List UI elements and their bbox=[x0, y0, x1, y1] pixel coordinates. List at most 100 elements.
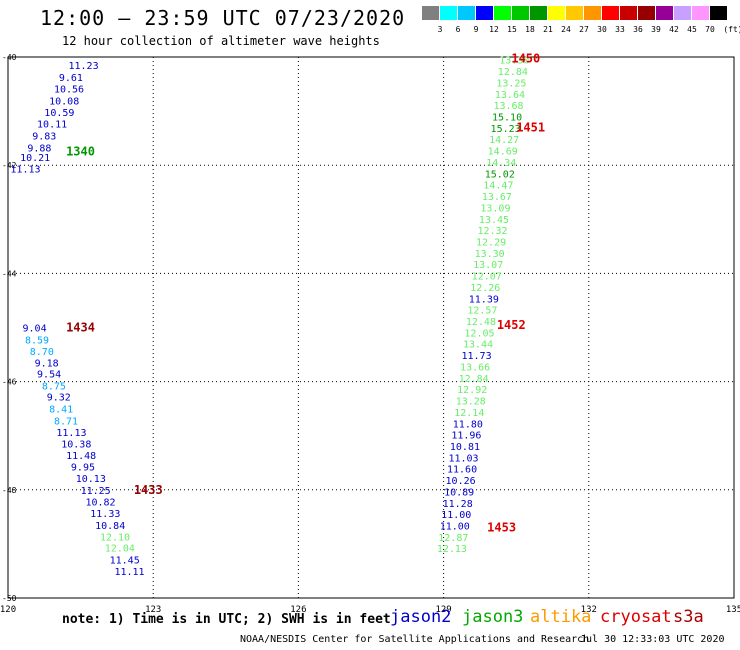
legend-label: 45 bbox=[687, 25, 697, 34]
legend-label: 6 bbox=[455, 25, 461, 34]
wave-height-point: 10.21 bbox=[20, 153, 50, 164]
wave-height-point: 9.61 bbox=[59, 73, 83, 84]
wave-height-point: 12.14 bbox=[454, 408, 484, 419]
wave-height-point: 15.10 bbox=[492, 113, 522, 124]
x-tick-label: 135 bbox=[726, 605, 740, 615]
legend-label: 3 bbox=[437, 25, 443, 34]
plot-frame bbox=[7, 56, 735, 599]
footer-note: note: 1) Time is in UTC; 2) SWH is in fe… bbox=[62, 612, 391, 627]
pass-time-label: 1434 bbox=[66, 321, 95, 335]
wave-height-point: 10.59 bbox=[44, 108, 74, 119]
wave-height-point: 13.09 bbox=[480, 203, 510, 214]
wave-height-point: 8.75 bbox=[42, 381, 66, 392]
wave-height-point: 11.33 bbox=[90, 509, 120, 520]
wave-height-point: 8.71 bbox=[54, 417, 78, 428]
wave-height-point: 12.48 bbox=[466, 317, 496, 328]
wave-height-point: 9.83 bbox=[32, 131, 56, 142]
legend-swatch bbox=[674, 6, 691, 20]
pass-time-label: 1453 bbox=[487, 521, 516, 535]
wave-height-point: 11.00 bbox=[441, 510, 471, 521]
satellite-label-jason3: jason3 bbox=[462, 607, 524, 627]
pass-time-label: 1340 bbox=[66, 145, 95, 159]
wave-height-point: 13.30 bbox=[475, 249, 505, 260]
wave-height-point: 11.73 bbox=[462, 351, 492, 362]
wave-height-point: 10.26 bbox=[446, 476, 476, 487]
legend-swatch bbox=[638, 6, 655, 20]
wave-height-point: 9.04 bbox=[23, 324, 47, 335]
legend-swatch bbox=[656, 6, 673, 20]
x-tick-label: 132 bbox=[581, 605, 597, 615]
wave-height-point: 11.13 bbox=[10, 164, 40, 175]
legend-unit: (ft) bbox=[723, 25, 740, 34]
wave-height-point: 12.26 bbox=[470, 283, 500, 294]
wave-height-point: 10.89 bbox=[444, 487, 474, 498]
wave-height-point: 9.95 bbox=[71, 463, 95, 474]
wave-height-point: 11.28 bbox=[443, 499, 473, 510]
wave-height-point: 11.39 bbox=[469, 294, 499, 305]
wave-height-point: 12.13 bbox=[437, 544, 467, 555]
satellite-label-altika: altika bbox=[530, 607, 592, 627]
legend-label: 24 bbox=[561, 25, 571, 34]
wave-height-point: 10.84 bbox=[95, 521, 125, 532]
legend-swatch bbox=[602, 6, 619, 20]
wave-height-point: 12.32 bbox=[477, 226, 507, 237]
y-tick-label: -44 bbox=[2, 269, 17, 278]
legend-label: 27 bbox=[579, 25, 589, 34]
wave-height-point: 12.05 bbox=[464, 328, 494, 339]
wave-height-point: 15.02 bbox=[485, 169, 515, 180]
legend-label: 70 bbox=[705, 25, 715, 34]
chart-subtitle: 12 hour collection of altimeter wave hei… bbox=[62, 34, 380, 48]
timestamp-text: Jul 30 12:33:03 UTC 2020 bbox=[580, 634, 725, 645]
wave-height-point: 13.28 bbox=[456, 397, 486, 408]
legend-label: 21 bbox=[543, 25, 553, 34]
pass-time-label: 1451 bbox=[516, 120, 545, 134]
wave-height-point: 14.69 bbox=[488, 147, 518, 158]
legend-swatch bbox=[620, 6, 637, 20]
wave-height-point: 12.92 bbox=[457, 385, 487, 396]
y-tick-label: -50 bbox=[2, 594, 17, 603]
wave-height-point: 11.11 bbox=[114, 567, 144, 578]
wave-height-point: 12.04 bbox=[105, 544, 135, 555]
x-tick-label: 123 bbox=[145, 605, 161, 615]
wave-height-point: 11.96 bbox=[451, 431, 481, 442]
wave-height-point: 13.68 bbox=[493, 101, 523, 112]
wave-height-point: 11.23 bbox=[69, 61, 99, 72]
wave-height-point: 11.48 bbox=[66, 451, 96, 462]
pass-time-label: 1452 bbox=[497, 318, 526, 332]
wave-height-point: 13.45 bbox=[479, 215, 509, 226]
legend-swatch bbox=[512, 6, 529, 20]
wave-height-point: 11.03 bbox=[448, 453, 478, 464]
legend-label: 39 bbox=[651, 25, 661, 34]
legend-label: 33 bbox=[615, 25, 625, 34]
wave-height-point: 13.07 bbox=[473, 260, 503, 271]
wave-height-point: 11.13 bbox=[56, 428, 86, 439]
x-tick-label: 129 bbox=[435, 605, 451, 615]
x-tick-label: 126 bbox=[290, 605, 306, 615]
wave-height-point: 12.84 bbox=[498, 67, 528, 78]
legend-swatch bbox=[422, 6, 439, 20]
legend-swatch bbox=[530, 6, 547, 20]
pass-time-label: 1433 bbox=[134, 483, 163, 497]
wave-height-point: 14.47 bbox=[483, 181, 513, 192]
legend-swatch bbox=[440, 6, 457, 20]
satellite-label-s3a: s3a bbox=[673, 607, 704, 627]
wave-height-point: 10.11 bbox=[37, 120, 67, 131]
wave-height-point: 11.00 bbox=[440, 522, 470, 533]
wave-height-point: 9.32 bbox=[47, 393, 71, 404]
y-tick-label: -48 bbox=[2, 486, 17, 495]
credit-text: NOAA/NESDIS Center for Satellite Applica… bbox=[240, 634, 590, 645]
legend-swatch bbox=[692, 6, 709, 20]
wave-height-point: 15.23 bbox=[491, 124, 521, 135]
wave-height-point: 8.70 bbox=[30, 347, 54, 358]
satellite-label-jason2: jason2 bbox=[390, 607, 452, 627]
wave-height-point: 11.60 bbox=[447, 465, 477, 476]
wave-height-point: 9.88 bbox=[27, 143, 51, 154]
wave-height-point: 12.29 bbox=[476, 237, 506, 248]
legend-swatch bbox=[476, 6, 493, 20]
chart-title: 12:00 — 23:59 UTC 07/23/2020 bbox=[40, 6, 406, 30]
legend-label: 36 bbox=[633, 25, 643, 34]
wave-height-point: 12.84 bbox=[459, 374, 489, 385]
y-tick-label: -42 bbox=[2, 161, 17, 170]
legend-swatch bbox=[494, 6, 511, 20]
